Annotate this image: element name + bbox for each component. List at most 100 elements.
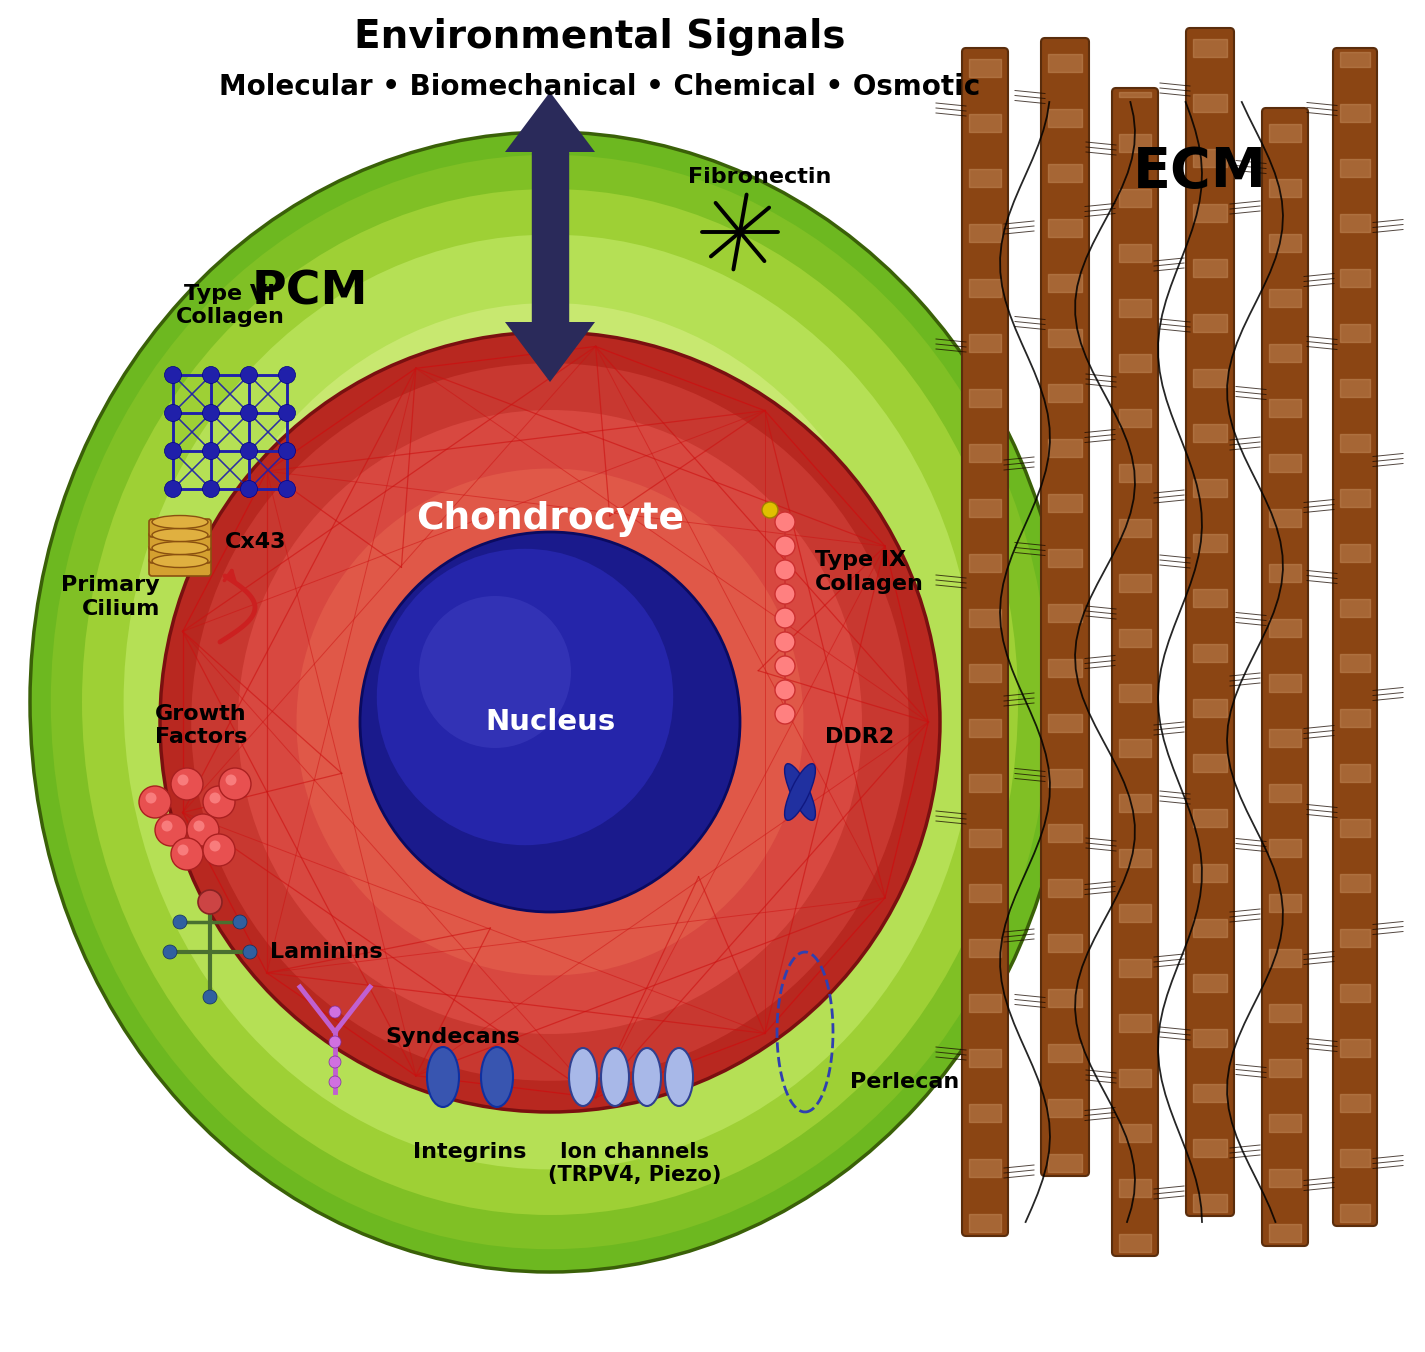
Circle shape: [219, 768, 251, 800]
Circle shape: [329, 1036, 341, 1048]
Circle shape: [155, 814, 187, 846]
Circle shape: [209, 841, 221, 852]
Circle shape: [171, 838, 202, 869]
Circle shape: [329, 1006, 341, 1018]
Circle shape: [202, 834, 235, 867]
Text: Integrins: Integrins: [413, 1142, 527, 1161]
Circle shape: [160, 333, 941, 1111]
Circle shape: [161, 821, 172, 831]
Text: ECM: ECM: [1133, 145, 1267, 199]
Circle shape: [775, 656, 795, 676]
Circle shape: [178, 775, 188, 786]
FancyBboxPatch shape: [1332, 49, 1377, 1226]
Ellipse shape: [785, 764, 815, 821]
FancyBboxPatch shape: [1263, 108, 1308, 1247]
Circle shape: [278, 480, 295, 498]
Circle shape: [278, 366, 295, 384]
Circle shape: [762, 502, 778, 518]
Text: Cx43: Cx43: [225, 531, 286, 552]
Text: Laminins: Laminins: [269, 942, 383, 963]
Polygon shape: [504, 92, 596, 151]
Ellipse shape: [482, 1046, 513, 1107]
Circle shape: [202, 480, 219, 498]
Circle shape: [172, 915, 187, 929]
Circle shape: [145, 792, 157, 803]
Ellipse shape: [51, 154, 1049, 1249]
Circle shape: [202, 442, 219, 460]
Ellipse shape: [601, 1048, 628, 1106]
Ellipse shape: [152, 554, 208, 568]
Circle shape: [775, 631, 795, 652]
Ellipse shape: [83, 189, 1017, 1215]
Circle shape: [376, 549, 673, 845]
Text: Ion channels
(TRPV4, Piezo): Ion channels (TRPV4, Piezo): [549, 1142, 721, 1186]
Circle shape: [209, 792, 221, 803]
Circle shape: [202, 404, 219, 422]
Circle shape: [164, 366, 181, 384]
FancyBboxPatch shape: [150, 545, 211, 562]
Circle shape: [775, 680, 795, 700]
FancyBboxPatch shape: [150, 531, 211, 550]
Circle shape: [419, 596, 571, 748]
Circle shape: [238, 410, 862, 1034]
Circle shape: [191, 364, 909, 1080]
Circle shape: [775, 535, 795, 556]
Ellipse shape: [665, 1048, 693, 1106]
Text: DDR2: DDR2: [825, 727, 893, 748]
Ellipse shape: [124, 235, 976, 1169]
Circle shape: [775, 704, 795, 725]
Text: Fibronectin: Fibronectin: [688, 168, 832, 187]
Circle shape: [202, 990, 217, 1005]
Circle shape: [187, 814, 219, 846]
Circle shape: [140, 786, 171, 818]
Circle shape: [202, 786, 235, 818]
Circle shape: [194, 821, 205, 831]
Ellipse shape: [785, 764, 815, 821]
Circle shape: [164, 480, 181, 498]
Circle shape: [775, 608, 795, 627]
Ellipse shape: [187, 303, 913, 1101]
FancyBboxPatch shape: [150, 519, 211, 537]
Text: Syndecans: Syndecans: [385, 1028, 520, 1046]
Text: Growth
Factors: Growth Factors: [155, 704, 248, 748]
FancyBboxPatch shape: [962, 49, 1007, 1236]
Circle shape: [775, 584, 795, 604]
Text: Primary
Cilium: Primary Cilium: [61, 576, 160, 619]
Circle shape: [198, 890, 222, 914]
Circle shape: [329, 1076, 341, 1088]
Text: Type VI
Collagen: Type VI Collagen: [175, 284, 285, 327]
Circle shape: [202, 366, 219, 384]
Circle shape: [162, 945, 177, 959]
Circle shape: [225, 775, 237, 786]
Circle shape: [278, 442, 295, 460]
Ellipse shape: [152, 542, 208, 554]
Ellipse shape: [152, 529, 208, 542]
Text: Nucleus: Nucleus: [485, 708, 616, 735]
Circle shape: [171, 768, 202, 800]
FancyBboxPatch shape: [150, 558, 211, 576]
Ellipse shape: [633, 1048, 661, 1106]
Text: Type IX
Collagen: Type IX Collagen: [815, 550, 923, 594]
Text: PCM: PCM: [252, 269, 368, 315]
FancyBboxPatch shape: [1112, 88, 1159, 1256]
Circle shape: [234, 915, 247, 929]
Polygon shape: [504, 322, 596, 383]
FancyBboxPatch shape: [1186, 28, 1234, 1215]
Circle shape: [775, 560, 795, 580]
Text: Environmental Signals: Environmental Signals: [355, 18, 846, 55]
Circle shape: [164, 442, 181, 460]
Circle shape: [775, 512, 795, 531]
Circle shape: [241, 442, 258, 460]
Ellipse shape: [30, 132, 1070, 1272]
Ellipse shape: [428, 1046, 459, 1107]
Circle shape: [244, 945, 256, 959]
Text: Molecular • Biomechanical • Chemical • Osmotic: Molecular • Biomechanical • Chemical • O…: [219, 73, 980, 101]
Circle shape: [296, 469, 804, 976]
Circle shape: [241, 366, 258, 384]
Text: Perlecan: Perlecan: [849, 1072, 959, 1092]
FancyBboxPatch shape: [1042, 38, 1089, 1176]
Circle shape: [164, 404, 181, 422]
Ellipse shape: [569, 1048, 597, 1106]
Ellipse shape: [152, 515, 208, 529]
Circle shape: [178, 845, 188, 856]
